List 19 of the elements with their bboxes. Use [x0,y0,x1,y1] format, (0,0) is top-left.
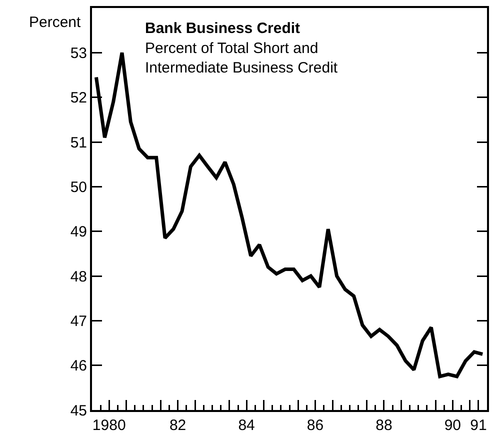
y-tick-label: 46 [70,358,87,375]
x-tick-label: 84 [238,417,255,434]
x-tick-label: 90 [444,417,462,434]
y-tick-label: 51 [70,134,87,152]
y-tick-label: 53 [70,44,87,62]
y-tick-label: 49 [70,224,87,241]
y-tick-label: 52 [70,90,87,107]
x-tick-label: 82 [169,417,186,434]
text: Percent of Total Short and Intermediate Business Credit [145,40,338,76]
y-tick-label: 50 [70,178,87,196]
x-tick-label: 91 [470,417,487,434]
y-axis-title: Percent [29,14,82,31]
y-tick-label: 45 [70,402,87,420]
y-tick-label: 48 [70,268,87,286]
x-tick-label: 86 [306,417,324,434]
x-tick-label: 88 [376,417,392,434]
y-tick-label: 47 [70,312,87,330]
text: Bank Business Credit [145,20,300,37]
x-tick-label: 1980 [92,417,126,434]
